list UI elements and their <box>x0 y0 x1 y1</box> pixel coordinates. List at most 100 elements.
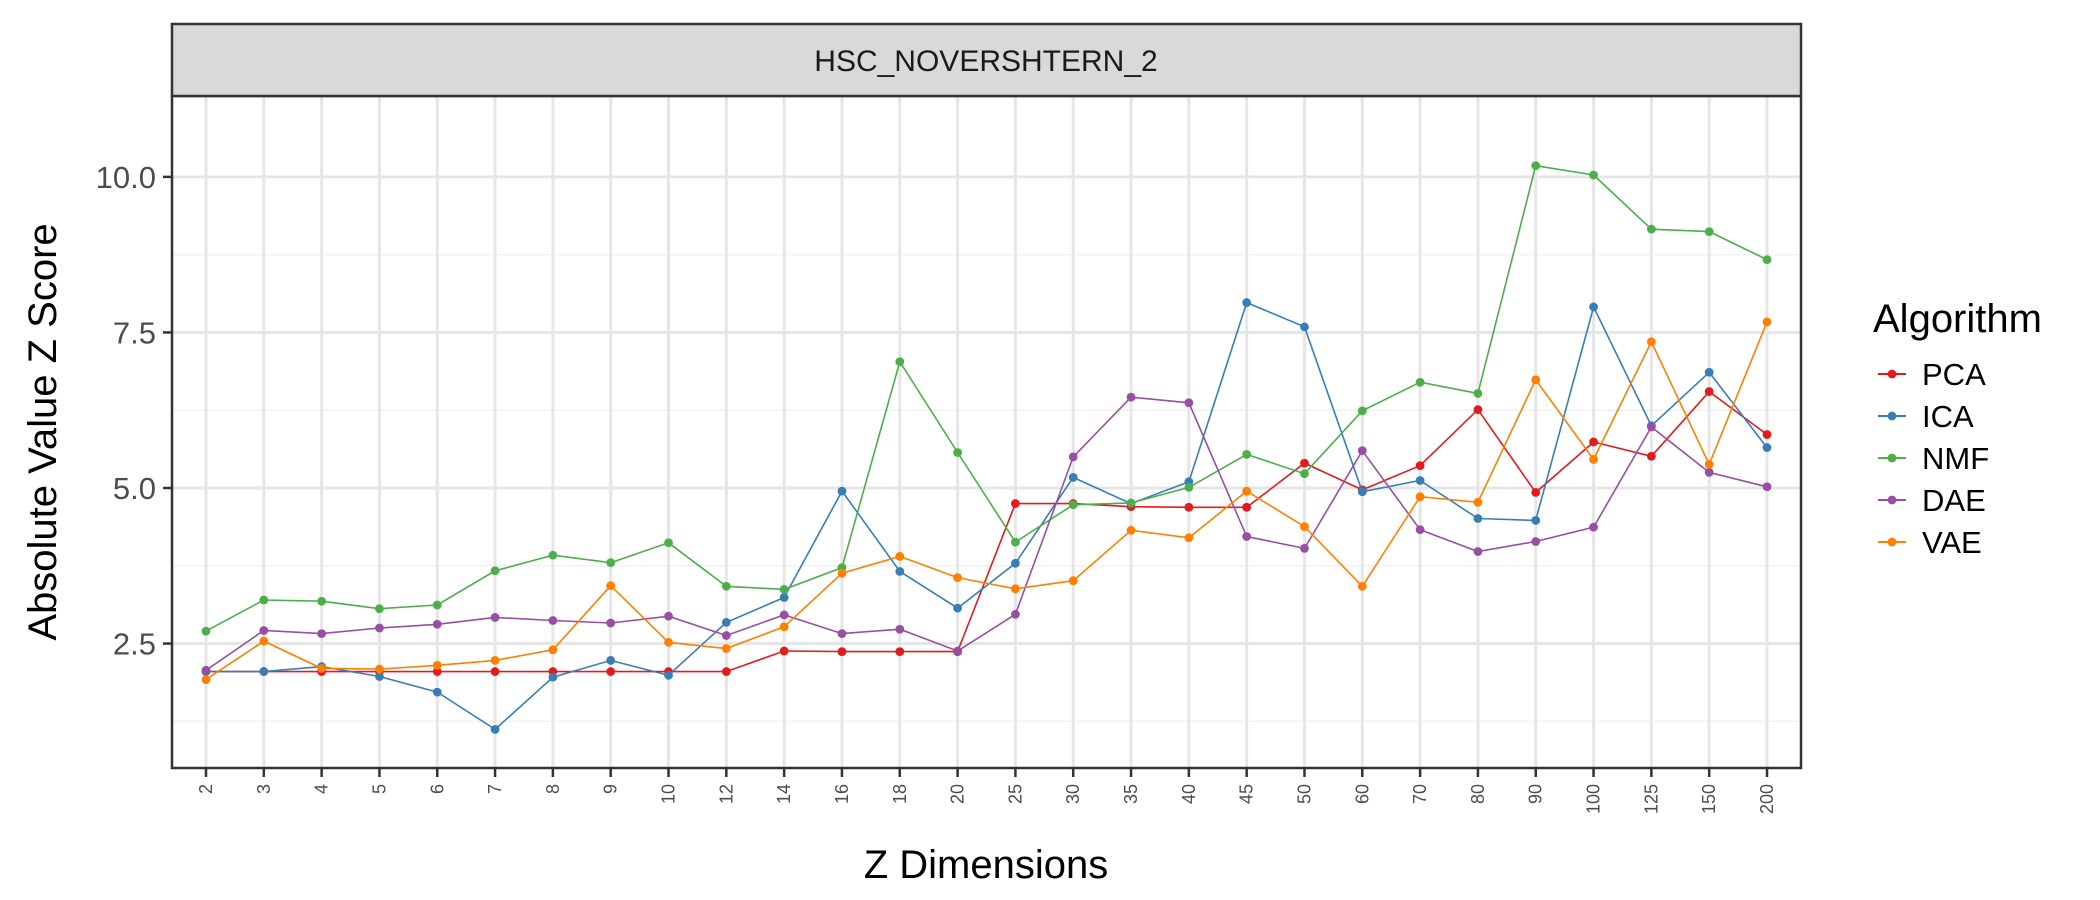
y-tick-label: 5.0 <box>113 471 156 506</box>
data-point-ica <box>1589 302 1598 312</box>
data-point-pca <box>606 667 616 676</box>
data-point-ica <box>664 670 673 680</box>
x-tick-label: 200 <box>1757 784 1777 814</box>
legend: Algorithm PCA ICA NMF DAE VAE <box>1873 297 2042 560</box>
data-point-ica <box>490 725 500 734</box>
data-point-nmf <box>317 596 327 606</box>
data-point-ica <box>1357 487 1367 497</box>
data-point-vae <box>432 660 442 670</box>
data-point-nmf <box>1589 170 1598 180</box>
data-point-dae <box>837 629 847 638</box>
data-point-pca <box>1646 451 1656 461</box>
data-point-nmf <box>432 600 442 610</box>
x-tick-label: 35 <box>1121 784 1141 804</box>
data-point-dae <box>317 629 327 638</box>
data-point-pca <box>1300 458 1309 468</box>
x-tick-label: 150 <box>1699 784 1719 814</box>
x-tick-label: 25 <box>1005 784 1025 804</box>
legend-key-point <box>1887 495 1897 505</box>
data-point-ica <box>606 655 616 665</box>
data-point-nmf <box>259 595 269 605</box>
data-point-ica <box>1531 515 1541 525</box>
data-point-pca <box>432 667 442 676</box>
data-point-dae <box>606 618 616 628</box>
x-tick-label: 50 <box>1294 784 1314 804</box>
data-point-nmf <box>721 581 731 591</box>
data-point-pca <box>1762 430 1772 439</box>
series-line-dae <box>205 396 1768 671</box>
data-point-vae <box>837 568 847 578</box>
data-point-vae <box>317 664 327 673</box>
data-point-dae <box>1473 547 1483 556</box>
x-tick-label: 16 <box>832 784 852 804</box>
data-point-nmf <box>1126 498 1136 508</box>
data-point-vae <box>1704 459 1714 469</box>
series-dae <box>201 392 1772 675</box>
data-point-pca <box>1184 502 1194 512</box>
x-tick-label: 40 <box>1179 784 1199 804</box>
data-point-nmf <box>895 357 905 367</box>
data-point-ica <box>1011 558 1020 568</box>
data-point-nmf <box>1473 389 1483 398</box>
y-tick-label: 10.0 <box>96 160 156 195</box>
y-axis: 2.5 5.0 7.5 10.0 <box>96 160 172 662</box>
data-point-nmf <box>1762 255 1772 265</box>
x-tick-label: 18 <box>890 784 910 804</box>
data-point-dae <box>1589 522 1598 532</box>
data-point-nmf <box>779 585 789 594</box>
data-point-ica <box>1704 367 1714 377</box>
data-point-dae <box>1762 482 1772 492</box>
data-point-pca <box>1473 405 1483 414</box>
data-point-nmf <box>1184 482 1194 492</box>
legend-item-vae: VAE <box>1878 525 1982 560</box>
data-point-vae <box>779 622 789 632</box>
legend-items: PCA ICA NMF DAE VAE <box>1878 357 1989 560</box>
legend-item-ica: ICA <box>1878 399 1974 434</box>
x-tick-label: 20 <box>948 784 968 804</box>
data-point-pca <box>1704 387 1714 396</box>
data-point-nmf <box>1646 224 1656 234</box>
data-point-dae <box>1242 532 1252 541</box>
data-point-dae <box>721 631 731 640</box>
data-point-dae <box>1646 422 1656 432</box>
data-point-vae <box>375 664 384 674</box>
legend-key-point <box>1887 537 1897 547</box>
data-point-nmf <box>1415 377 1425 387</box>
series-nmf <box>201 161 1772 636</box>
data-point-vae <box>1415 492 1425 502</box>
data-point-nmf <box>1068 500 1078 510</box>
x-tick-label: 5 <box>369 784 389 794</box>
x-tick-label: 100 <box>1584 784 1604 814</box>
data-point-vae <box>1357 581 1367 591</box>
x-axis-title: Z Dimensions <box>864 843 1109 887</box>
x-tick-label: 14 <box>774 784 794 804</box>
data-point-vae <box>1646 337 1656 347</box>
data-point-ica <box>953 603 962 613</box>
data-point-pca <box>1589 437 1598 447</box>
legend-label: NMF <box>1922 441 1989 476</box>
data-point-dae <box>664 611 673 621</box>
data-point-dae <box>1011 609 1020 619</box>
data-point-nmf <box>1300 469 1309 479</box>
data-point-nmf <box>1531 161 1541 171</box>
legend-label: DAE <box>1922 483 1986 518</box>
x-axis: 2 3 4 5 6 7 8 9 10 12 14 16 18 20 25 30 35 40 45 50 60 70 80 90… <box>196 768 1777 814</box>
data-point-pca <box>490 667 500 676</box>
data-point-ica <box>721 618 731 627</box>
series-line-nmf <box>205 164 1768 632</box>
data-point-nmf <box>606 558 616 568</box>
data-point-vae <box>895 552 905 561</box>
x-tick-label: 10 <box>659 784 679 804</box>
data-point-ica <box>1300 322 1309 332</box>
data-point-ica <box>837 486 847 496</box>
data-point-vae <box>1242 486 1252 496</box>
legend-label: ICA <box>1922 399 1974 434</box>
x-tick-label: 6 <box>427 784 447 794</box>
plot-panel <box>172 96 1801 768</box>
data-point-ica <box>1473 514 1483 523</box>
data-point-nmf <box>1011 537 1020 547</box>
data-point-vae <box>953 573 962 582</box>
x-tick-label: 4 <box>312 784 332 794</box>
series-line-pca <box>206 390 1768 673</box>
x-tick-label: 60 <box>1352 784 1372 804</box>
